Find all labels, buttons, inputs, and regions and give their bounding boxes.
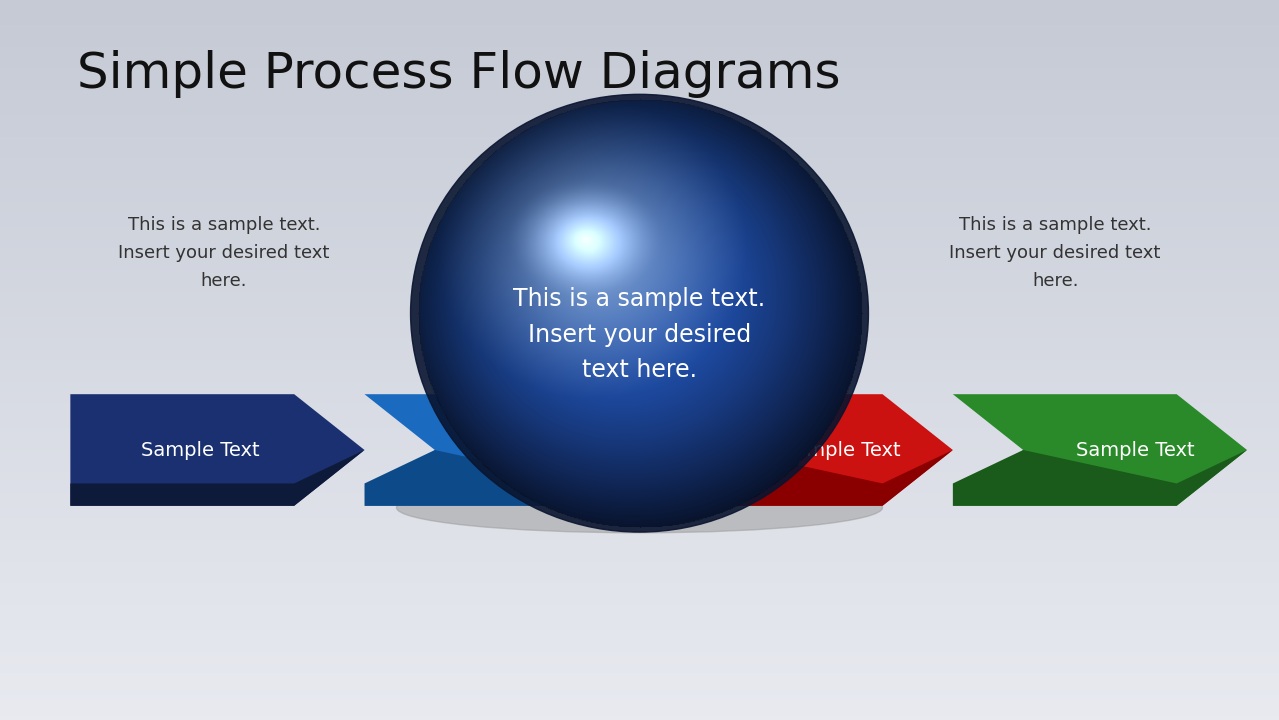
Text: This is a sample text.
Insert your desired
text here.: This is a sample text. Insert your desir… bbox=[513, 287, 766, 382]
Text: Simple Process Flow Diagrams: Simple Process Flow Diagrams bbox=[77, 50, 840, 99]
Ellipse shape bbox=[396, 482, 883, 533]
Text: Sample Text: Sample Text bbox=[487, 441, 606, 459]
Text: Sample Text: Sample Text bbox=[141, 441, 260, 459]
Polygon shape bbox=[659, 450, 953, 505]
Polygon shape bbox=[659, 395, 953, 505]
Polygon shape bbox=[953, 450, 1247, 505]
Polygon shape bbox=[365, 395, 659, 505]
Polygon shape bbox=[70, 450, 365, 505]
Ellipse shape bbox=[411, 94, 868, 532]
Text: Sample Text: Sample Text bbox=[781, 441, 900, 459]
Polygon shape bbox=[70, 395, 365, 505]
Text: Sample Text: Sample Text bbox=[1076, 441, 1195, 459]
Polygon shape bbox=[365, 450, 659, 505]
Polygon shape bbox=[953, 395, 1247, 505]
Text: This is a sample text.
Insert your desired text
here.: This is a sample text. Insert your desir… bbox=[949, 216, 1161, 289]
Text: This is a sample text.
Insert your desired text
here.: This is a sample text. Insert your desir… bbox=[118, 216, 330, 289]
